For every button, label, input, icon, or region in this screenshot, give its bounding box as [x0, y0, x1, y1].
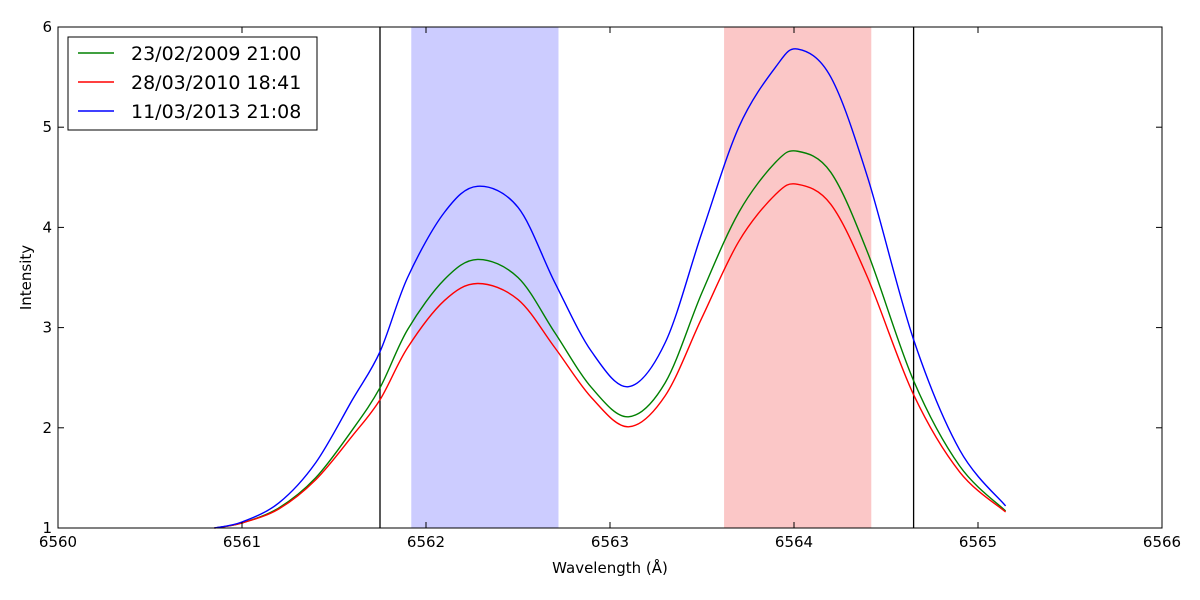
- tick-label-group: 6560 6561 6562 6563 6564 6565 6566 1 2 3 4 5 6: [39, 18, 1181, 551]
- x-axis-label: Wavelength (Å): [552, 558, 668, 577]
- series-line-3: [214, 48, 1007, 529]
- shaded-band-1: [411, 27, 559, 528]
- y-tick-label-6: 6: [42, 18, 52, 36]
- tick-group: [57, 26, 1163, 529]
- y-tick-label-5: 5: [42, 118, 52, 136]
- legend: 23/02/2009 21:00 28/03/2010 18:41 11/03/20…: [67, 36, 318, 131]
- x-tick-label-6561: 6561: [223, 533, 261, 551]
- legend-label-2: 28/03/2010 18:41: [131, 72, 301, 94]
- y-tick-label-4: 4: [42, 218, 52, 236]
- legend-label-1: 23/02/2009 21:00: [131, 43, 301, 65]
- series-group: [214, 48, 1007, 529]
- series-line-2: [214, 183, 1007, 529]
- legend-label-3: 11/03/2013 21:08: [131, 101, 301, 123]
- band-group: [411, 27, 872, 528]
- y-tick-label-3: 3: [42, 319, 52, 337]
- x-tick-label-6563: 6563: [591, 533, 629, 551]
- y-tick-label-2: 2: [42, 419, 52, 437]
- x-tick-label-6564: 6564: [775, 533, 813, 551]
- y-axis-label: Intensity: [17, 245, 35, 310]
- x-tick-label-6566: 6566: [1143, 533, 1181, 551]
- shaded-band-2: [724, 27, 872, 528]
- x-tick-label-6562: 6562: [407, 533, 445, 551]
- y-tick-label-1: 1: [42, 519, 52, 537]
- x-tick-label-6560: 6560: [39, 533, 77, 551]
- x-tick-label-6565: 6565: [959, 533, 997, 551]
- series-line-1: [214, 150, 1007, 529]
- vertical-line-group: [379, 27, 915, 528]
